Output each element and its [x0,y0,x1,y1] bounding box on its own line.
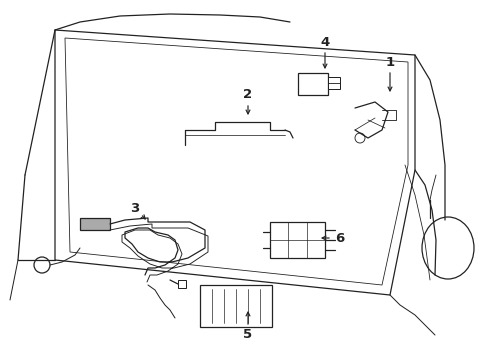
FancyBboxPatch shape [327,77,339,89]
FancyBboxPatch shape [178,280,185,288]
Text: 5: 5 [243,328,252,342]
Text: 2: 2 [243,89,252,102]
FancyBboxPatch shape [200,285,271,327]
Text: 4: 4 [320,36,329,49]
FancyBboxPatch shape [80,218,110,230]
FancyBboxPatch shape [297,73,327,95]
Text: 6: 6 [335,231,344,244]
Text: 1: 1 [385,55,394,68]
Text: 3: 3 [130,202,140,215]
FancyBboxPatch shape [269,222,325,258]
